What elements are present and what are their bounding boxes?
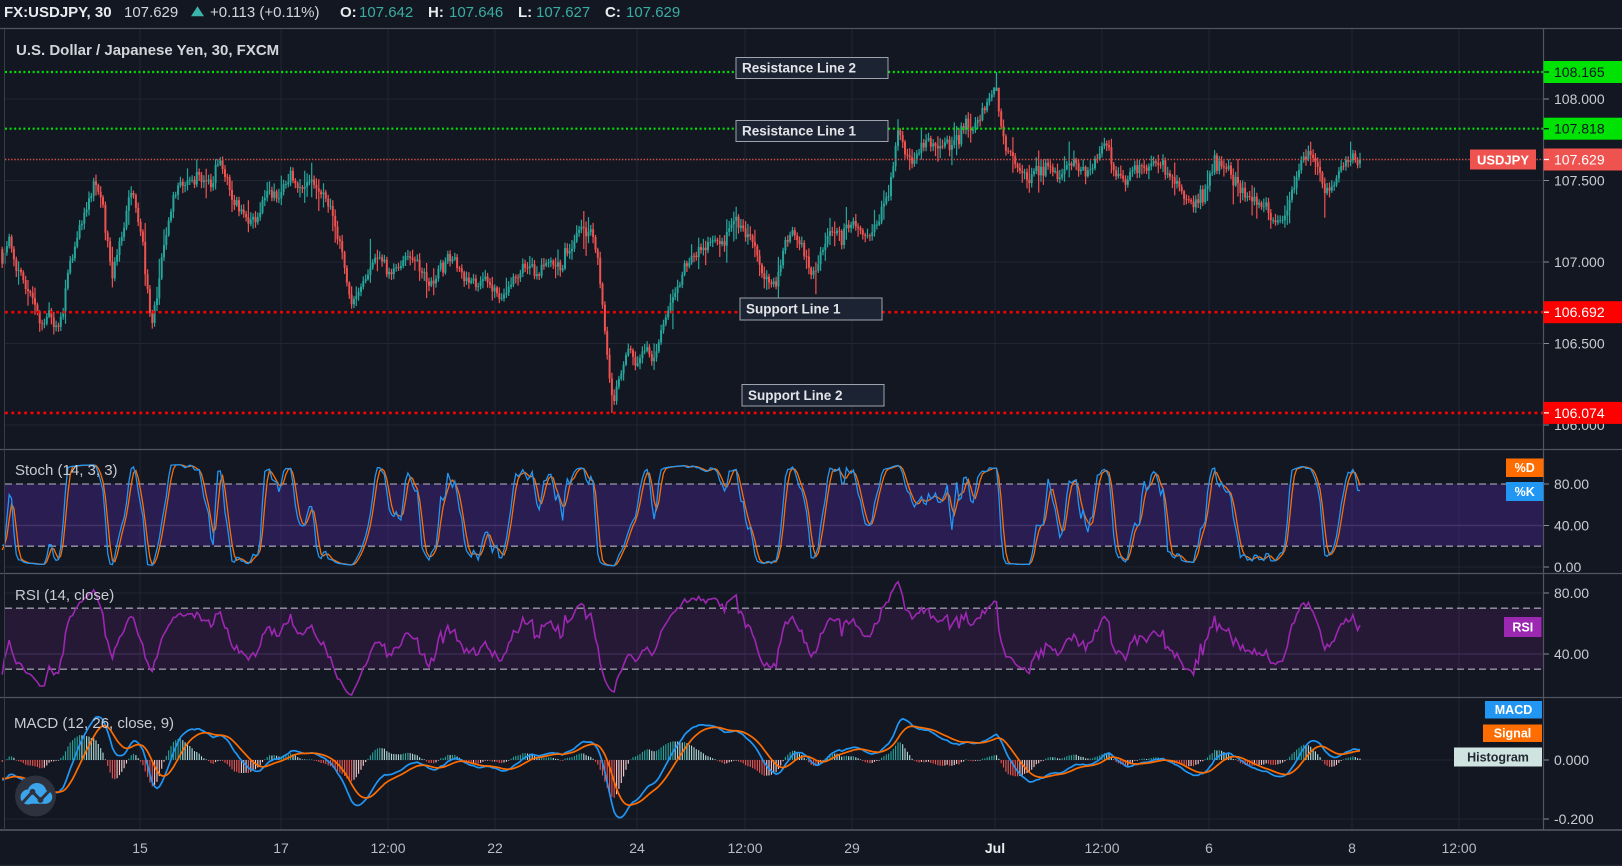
svg-text:29: 29 [844,840,860,856]
svg-text:Resistance Line 2: Resistance Line 2 [742,61,856,76]
svg-text:12:00: 12:00 [1084,840,1119,856]
svg-text:0.00: 0.00 [1554,559,1581,575]
svg-text:106.692: 106.692 [1554,304,1605,320]
svg-text:%K: %K [1515,485,1535,499]
svg-text:-0.200: -0.200 [1554,811,1594,827]
svg-text:%D: %D [1515,461,1535,475]
svg-text:107.000: 107.000 [1554,254,1605,270]
svg-text:107.629: 107.629 [626,4,680,21]
svg-text:0.000: 0.000 [1554,752,1589,768]
svg-text:6: 6 [1205,840,1213,856]
svg-text:12:00: 12:00 [1441,840,1476,856]
svg-text:107.818: 107.818 [1554,121,1605,137]
svg-text:106.074: 106.074 [1554,405,1605,421]
svg-text:O:: O: [340,4,357,21]
svg-text:108.000: 108.000 [1554,91,1605,107]
svg-text:USDJPY: USDJPY [1477,152,1529,167]
svg-text:107.629: 107.629 [124,4,178,21]
svg-text:FX:USDJPY, 30: FX:USDJPY, 30 [4,4,112,21]
svg-text:MACD: MACD [1495,703,1533,717]
svg-text:RSI (14, close): RSI (14, close) [15,587,114,604]
svg-text:L:: L: [518,4,532,21]
svg-text:108.165: 108.165 [1554,64,1605,80]
svg-text:Stoch (14, 3, 3): Stoch (14, 3, 3) [15,462,118,479]
svg-text:107.646: 107.646 [449,4,503,21]
svg-text:80.00: 80.00 [1554,585,1589,601]
svg-text:80.00: 80.00 [1554,476,1589,492]
svg-text:107.629: 107.629 [1554,152,1605,168]
svg-text:17: 17 [273,840,289,856]
svg-text:40.00: 40.00 [1554,646,1589,662]
svg-text:MACD (12, 26, close, 9): MACD (12, 26, close, 9) [14,715,174,732]
svg-text:12:00: 12:00 [370,840,405,856]
svg-text:Resistance Line 1: Resistance Line 1 [742,124,857,139]
svg-text:107.642: 107.642 [359,4,413,21]
svg-text:106.500: 106.500 [1554,336,1605,352]
svg-text:40.00: 40.00 [1554,518,1589,534]
svg-text:107.627: 107.627 [536,4,590,21]
svg-text:Histogram: Histogram [1467,750,1529,764]
svg-text:Support Line 2: Support Line 2 [748,388,843,403]
svg-text:12:00: 12:00 [727,840,762,856]
svg-text:U.S. Dollar / Japanese Yen, 30: U.S. Dollar / Japanese Yen, 30, FXCM [16,42,279,59]
svg-text:RSI: RSI [1512,620,1533,634]
svg-text:Jul: Jul [985,840,1005,856]
svg-text:107.500: 107.500 [1554,173,1605,189]
svg-text:+0.113 (+0.11%): +0.113 (+0.11%) [210,4,320,21]
svg-text:8: 8 [1348,840,1356,856]
svg-text:24: 24 [629,840,645,856]
svg-text:Signal: Signal [1494,727,1532,741]
svg-text:H:: H: [428,4,444,21]
svg-text:22: 22 [487,840,503,856]
svg-text:C:: C: [605,4,621,21]
svg-text:15: 15 [132,840,148,856]
svg-text:Support Line 1: Support Line 1 [746,302,841,317]
